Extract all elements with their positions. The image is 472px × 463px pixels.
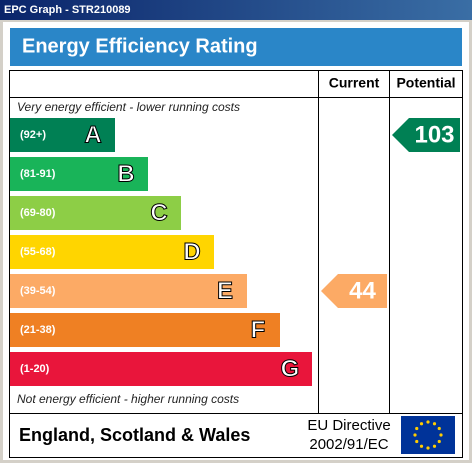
band-range: (55-68) [20,246,56,258]
rating-value: 44 [349,277,376,304]
eu-star [413,433,417,437]
eu-star [419,422,424,426]
eu-star [432,444,437,448]
bottom-note: Not energy efficient - higher running co… [17,392,239,406]
band-bar [10,157,148,191]
band-letter: C [150,199,167,226]
eu-star [437,439,441,444]
band-bar [10,196,181,230]
band-bar [10,352,312,386]
eu-star [426,446,430,450]
eu-star [415,426,419,431]
eu-star [426,420,430,424]
table-lines [9,70,463,458]
top-note: Very energy efficient - lower running co… [17,100,240,114]
band-letter: G [281,355,300,382]
directive: 2002/91/EC [309,436,388,453]
band-bar [10,118,115,152]
rating-arrow [321,274,387,308]
column-header: Current [329,75,380,91]
title-bar [0,0,472,20]
eu-star [432,422,437,426]
rating-value: 103 [414,121,454,148]
band-letter: E [217,277,233,304]
footer-region: England, Scotland & Wales [19,425,250,445]
eu-star [437,426,441,431]
eu-star [415,439,419,444]
band-letter: F [251,316,266,343]
band-range: (69-80) [20,207,56,219]
band-bar [10,313,280,347]
eu-star [419,444,424,448]
header-title: Energy Efficiency Rating [22,35,258,57]
band-letter: D [183,238,200,265]
band-range: (81-91) [20,168,56,180]
band-range: (1-20) [20,363,50,375]
band-range: (39-54) [20,285,56,297]
band-bar [10,235,214,269]
window-title: EPC Graph - STR210089 [4,4,131,16]
band-letter: A [84,121,101,148]
eu-stars [413,420,443,450]
band-range: (21-38) [20,324,56,336]
directive: EU Directive [307,417,390,434]
band-bar [10,274,247,308]
band-range: (92+) [20,129,46,141]
rating-arrow [392,118,460,152]
band-letter: B [117,160,134,187]
header-box [10,28,462,66]
column-header: Potential [396,75,455,91]
eu-star [439,433,443,437]
